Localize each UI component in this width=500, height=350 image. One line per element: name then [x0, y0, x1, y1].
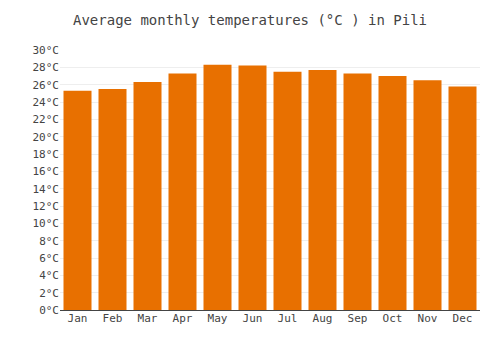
svg-text:Jun: Jun	[243, 312, 263, 325]
svg-text:May: May	[208, 312, 228, 325]
svg-text:0°C: 0°C	[39, 304, 59, 317]
svg-text:18°C: 18°C	[33, 148, 60, 161]
svg-text:Jul: Jul	[278, 312, 298, 325]
svg-text:Nov: Nov	[418, 312, 438, 325]
svg-text:2°C: 2°C	[39, 287, 59, 300]
svg-text:26°C: 26°C	[33, 79, 60, 92]
svg-text:24°C: 24°C	[33, 96, 60, 109]
svg-text:Sep: Sep	[348, 312, 368, 325]
svg-text:Mar: Mar	[138, 312, 158, 325]
svg-text:Oct: Oct	[383, 312, 403, 325]
svg-text:6°C: 6°C	[39, 252, 59, 265]
svg-text:Aug: Aug	[313, 312, 333, 325]
svg-text:16°C: 16°C	[33, 165, 60, 178]
svg-text:10°C: 10°C	[33, 217, 60, 230]
svg-text:Apr: Apr	[173, 312, 193, 325]
svg-text:8°C: 8°C	[39, 235, 59, 248]
svg-text:Feb: Feb	[103, 312, 123, 325]
svg-text:Jan: Jan	[68, 312, 88, 325]
svg-text:4°C: 4°C	[39, 269, 59, 282]
svg-text:22°C: 22°C	[33, 113, 60, 126]
svg-text:Average monthly temperatures (: Average monthly temperatures (°C ) in Pi…	[73, 12, 427, 28]
svg-text:20°C: 20°C	[33, 131, 60, 144]
svg-text:Dec: Dec	[453, 312, 473, 325]
svg-text:14°C: 14°C	[33, 183, 60, 196]
svg-text:30°C: 30°C	[33, 44, 60, 57]
svg-text:12°C: 12°C	[33, 200, 60, 213]
svg-text:28°C: 28°C	[33, 61, 60, 74]
